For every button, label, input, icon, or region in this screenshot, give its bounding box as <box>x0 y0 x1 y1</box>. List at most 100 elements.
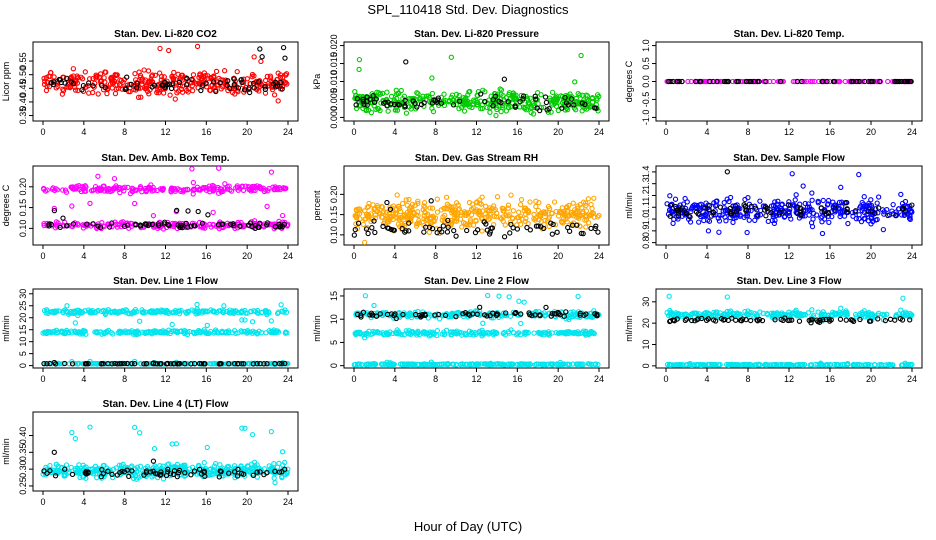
data-point <box>157 86 163 93</box>
data-point <box>904 78 910 85</box>
points <box>40 301 291 367</box>
data-point <box>225 330 232 336</box>
data-point <box>703 200 709 206</box>
data-point <box>169 441 175 447</box>
data-point <box>262 77 269 84</box>
data-point <box>356 330 363 336</box>
data-point <box>563 309 569 315</box>
data-point <box>113 465 119 471</box>
data-point <box>410 361 416 368</box>
data-point <box>775 198 781 204</box>
data-point <box>781 312 787 318</box>
data-point <box>571 102 577 108</box>
data-point <box>802 200 808 207</box>
x-tick-label: 16 <box>825 251 835 261</box>
data-point <box>733 214 739 221</box>
data-point <box>239 425 245 431</box>
data-point <box>720 317 727 323</box>
data-point <box>75 361 81 367</box>
data-point <box>903 362 909 368</box>
data-point <box>786 212 793 219</box>
data-point <box>63 327 70 334</box>
x-tick-label: 4 <box>81 374 86 384</box>
y-tick-label: -1.0 <box>641 110 651 126</box>
data-point <box>217 80 223 86</box>
data-point <box>428 198 434 204</box>
data-point <box>532 93 538 99</box>
data-point <box>887 316 894 322</box>
data-point <box>365 230 371 237</box>
y-tick-label: 5 <box>329 340 339 345</box>
data-point <box>868 216 874 222</box>
data-point <box>734 311 741 317</box>
x-tick-label: 8 <box>745 251 750 261</box>
data-point <box>274 186 280 192</box>
data-point <box>454 331 460 337</box>
data-point <box>676 78 682 85</box>
data-point <box>129 188 135 194</box>
data-point <box>179 89 186 95</box>
data-point <box>372 212 379 218</box>
data-point <box>249 74 255 80</box>
data-point <box>809 197 815 203</box>
data-point <box>715 215 721 221</box>
data-point <box>748 362 754 368</box>
data-point <box>40 185 47 192</box>
data-point <box>469 206 475 213</box>
data-point <box>137 318 143 324</box>
data-point <box>516 298 522 304</box>
data-point <box>548 220 554 226</box>
data-point <box>132 330 138 337</box>
data-point <box>507 219 514 225</box>
data-point <box>857 316 863 323</box>
data-point <box>683 210 689 216</box>
y-tick-label: 0.10 <box>329 226 339 244</box>
y-tick-label: 0 <box>329 363 339 368</box>
data-point <box>124 310 131 316</box>
y-tick-label: 0.50 <box>18 66 28 84</box>
y-tick-label: 5 <box>18 351 28 356</box>
data-point <box>124 220 130 226</box>
data-point <box>768 203 775 209</box>
data-point <box>821 216 828 222</box>
data-point <box>906 361 912 368</box>
data-point <box>160 82 166 88</box>
y-axis-label: degrees C <box>1 184 11 226</box>
data-point <box>53 327 60 333</box>
y-tick-label: 0.8 <box>641 236 651 249</box>
y-axis-label: degrees C <box>624 60 634 102</box>
data-point <box>501 234 508 240</box>
data-point <box>463 222 470 228</box>
data-point <box>55 83 61 90</box>
data-point <box>724 169 730 175</box>
data-point <box>885 212 891 219</box>
data-point <box>776 212 783 218</box>
data-point <box>524 361 531 368</box>
data-point <box>249 319 256 325</box>
data-point <box>97 224 104 231</box>
y-tick-label: 0.20 <box>18 178 28 196</box>
data-point <box>283 185 289 192</box>
data-point <box>60 86 66 92</box>
data-point <box>860 205 866 211</box>
plot-frame <box>343 288 610 369</box>
data-point <box>583 224 589 230</box>
data-point <box>571 311 577 317</box>
data-point <box>121 188 127 194</box>
data-point <box>62 360 68 367</box>
x-tick-label: 20 <box>242 127 252 137</box>
data-point <box>41 75 47 82</box>
data-point <box>844 362 850 368</box>
data-point <box>716 229 722 235</box>
data-point <box>586 220 592 226</box>
data-point <box>148 186 154 192</box>
data-point <box>716 78 722 85</box>
data-point <box>750 362 756 368</box>
data-point <box>540 104 547 111</box>
data-point <box>51 205 57 212</box>
data-point <box>818 205 824 211</box>
data-point <box>724 196 730 202</box>
data-point <box>742 196 748 203</box>
data-point <box>429 205 436 211</box>
data-point <box>756 316 763 323</box>
